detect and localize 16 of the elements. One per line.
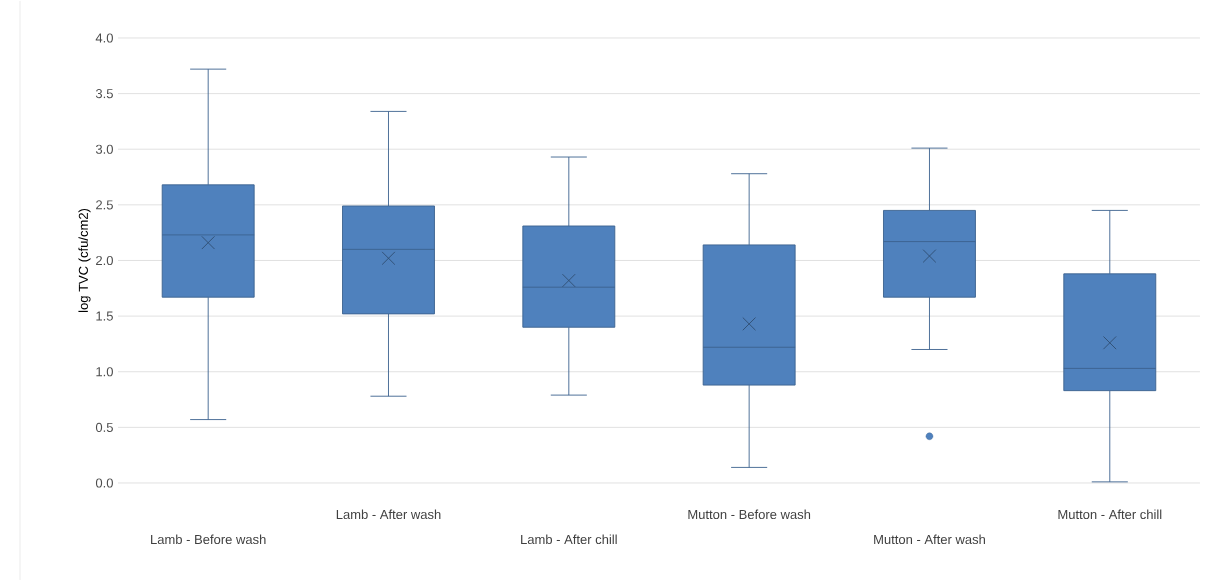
y-tick-label: 3.5 [95, 89, 113, 99]
x-tick-label: Mutton - Before wash [688, 509, 811, 520]
y-tick-label: 3.0 [95, 144, 113, 154]
x-tick-label: Lamb - After chill [521, 534, 617, 545]
x-tick-label: Lamb - After wash [336, 509, 441, 520]
y-axis-title: log TVC (cfu/cm2) [78, 208, 91, 312]
y-tick-label: 1.0 [96, 367, 113, 377]
y-tick-label: 2.5 [96, 200, 113, 210]
x-tick-label: Mutton - After chill [1058, 509, 1162, 520]
y-tick-label: 1.5 [96, 311, 113, 321]
y-tick-label: 0.5 [95, 422, 113, 432]
y-tick-label: 2.0 [96, 255, 113, 266]
x-tick-label: Mutton - After wash [874, 534, 985, 545]
x-tick-label: Lamb - Before wash [151, 534, 266, 545]
y-tick-label: 4.0 [95, 33, 113, 43]
y-tick-label: 0.0 [95, 478, 113, 488]
